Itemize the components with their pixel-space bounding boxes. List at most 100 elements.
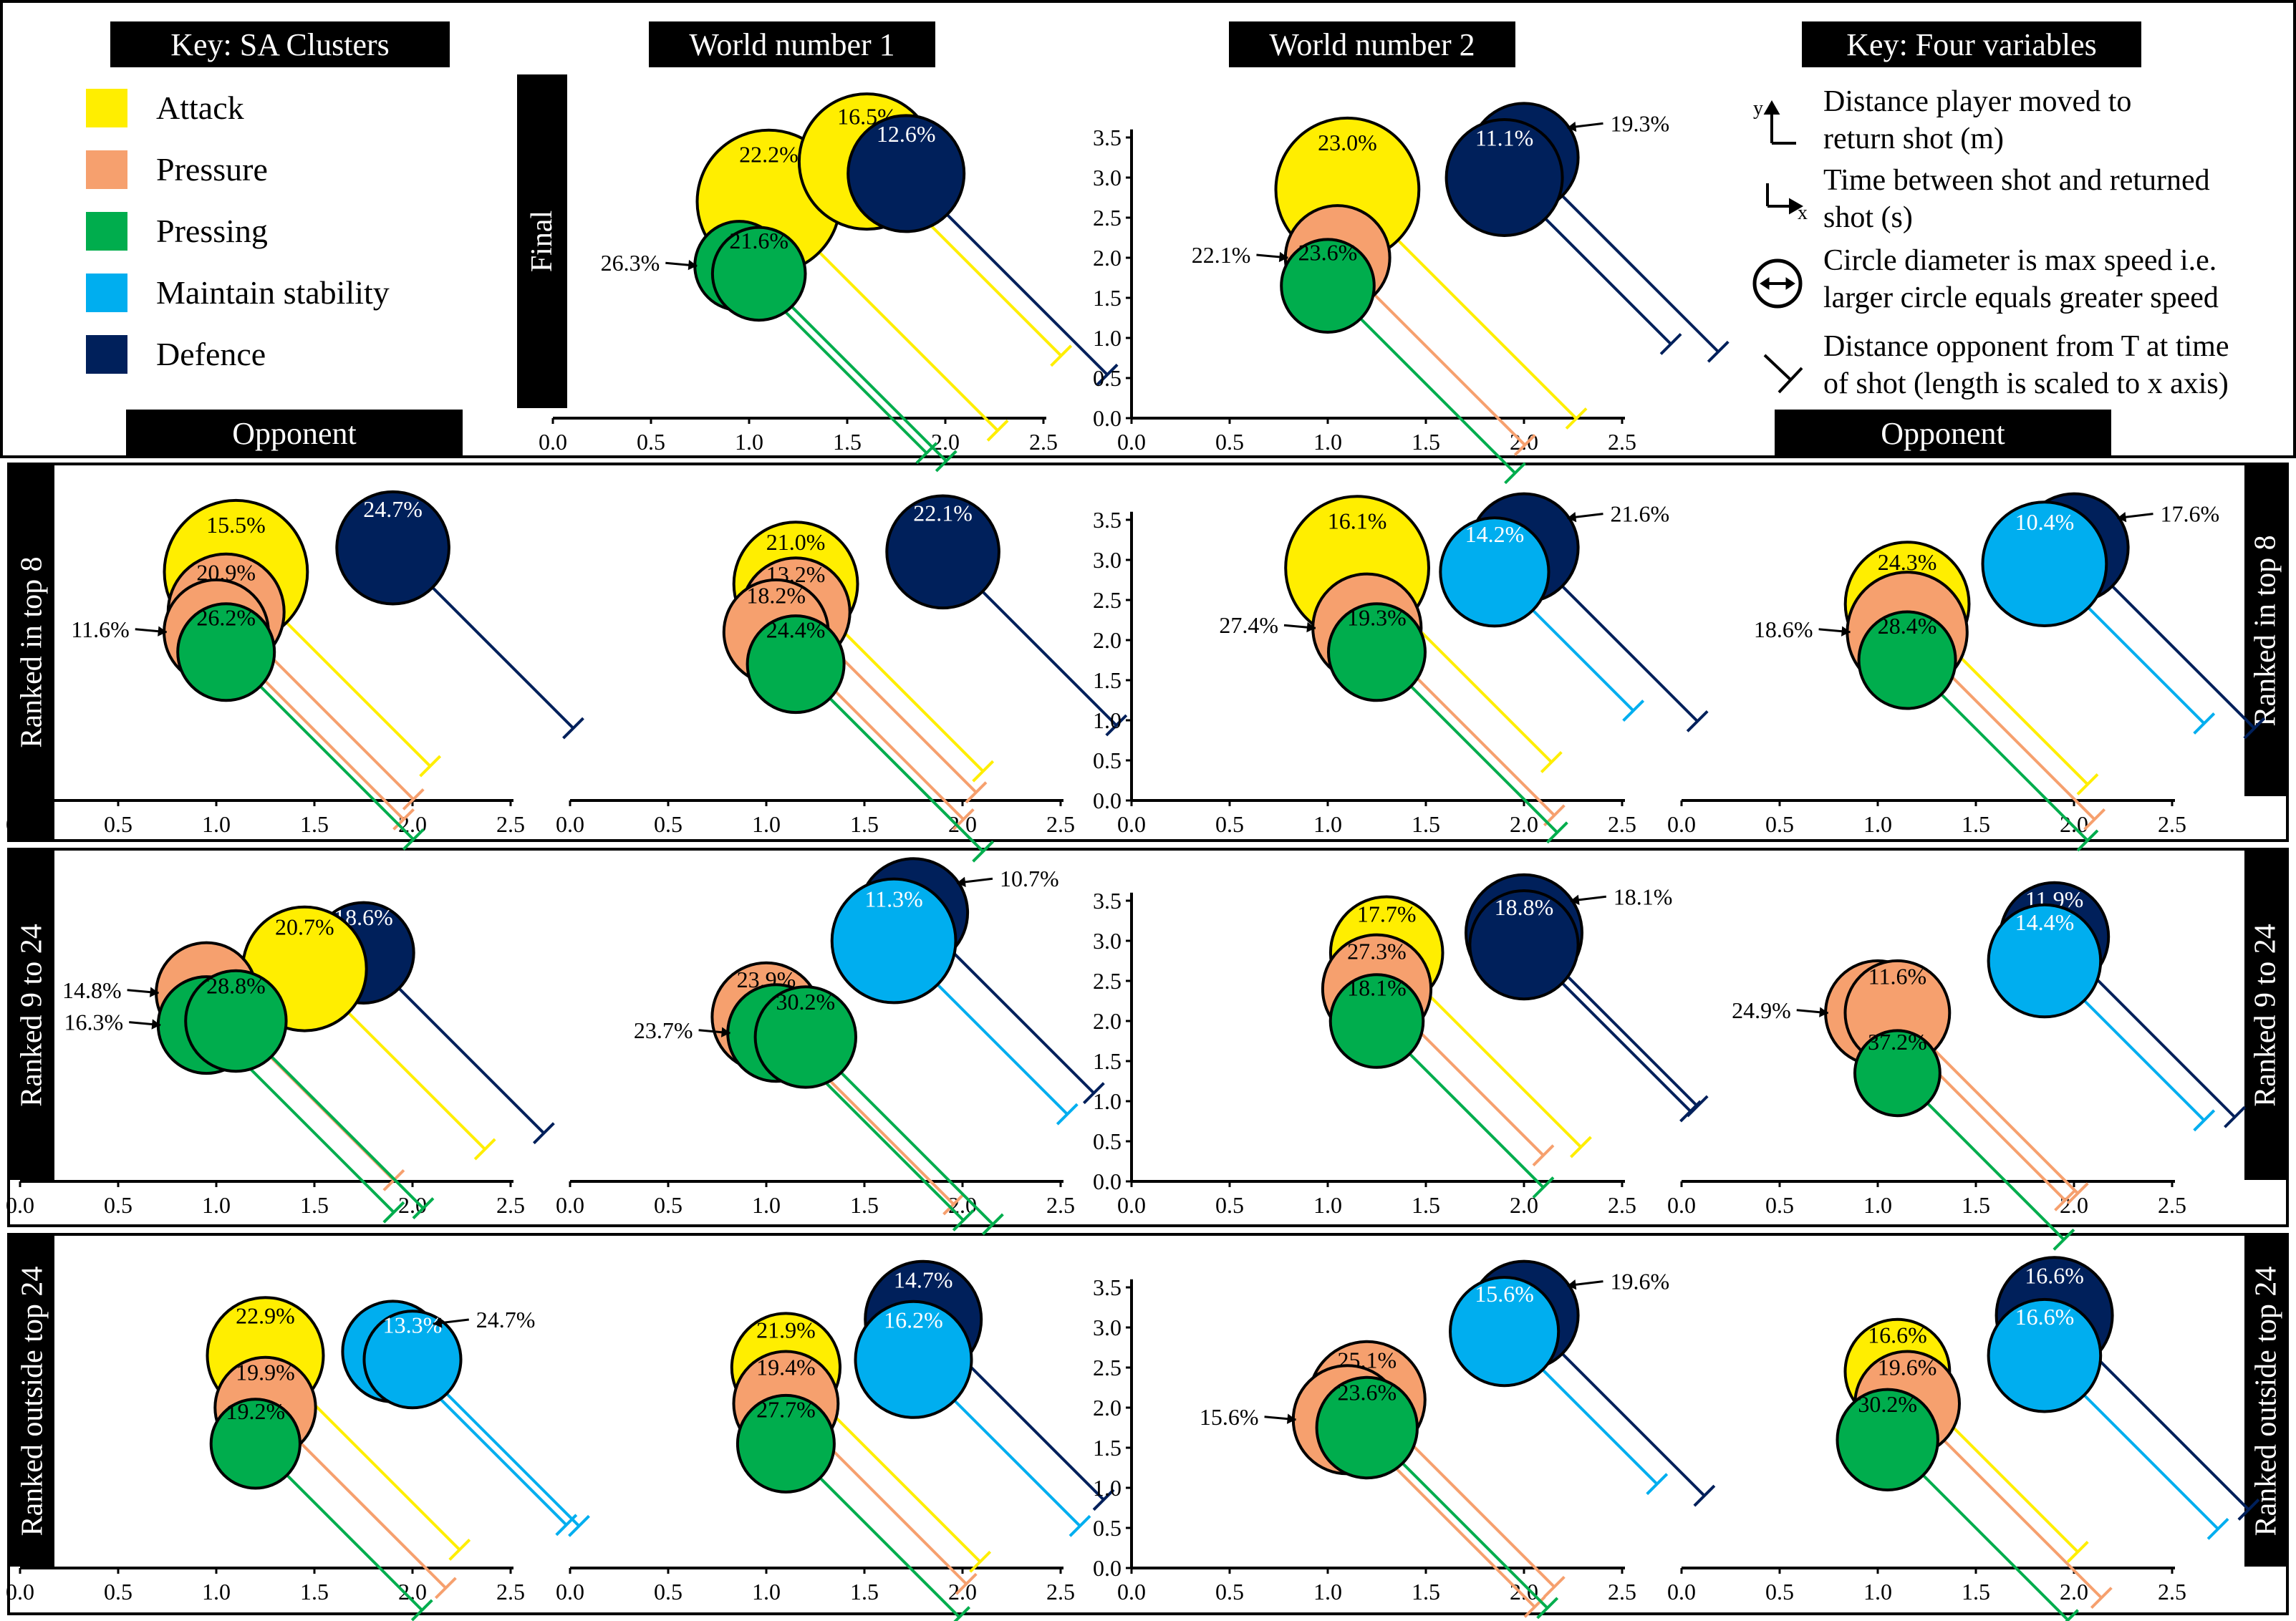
cluster-circle-maintain-stability bbox=[1449, 1276, 1561, 1388]
whisker-cap bbox=[2224, 1105, 2246, 1128]
y-tick-label: 0.5 bbox=[1093, 365, 1122, 391]
chart-top8_w2: 0.0 0.5 1.0 1.5 2.0 2.5 0.0 0.5 1.0 1.5 2.0 2.5 3.0 3… bbox=[1093, 492, 1709, 844]
y-tick-label: 1.0 bbox=[1093, 1088, 1122, 1114]
annotation-arrowhead bbox=[1278, 251, 1288, 263]
whisker-cap bbox=[2193, 1109, 2216, 1132]
cluster-percent-label: 28.4% bbox=[1878, 613, 1937, 639]
legend-swatch-defence bbox=[86, 335, 127, 374]
cluster-percent-label: 10.4% bbox=[2015, 509, 2075, 535]
var-key-y-l1: Distance player moved to bbox=[1823, 85, 2132, 118]
row-label-outside24-left: Ranked outside top 24 bbox=[10, 1236, 54, 1567]
opponent-right-header: Opponent bbox=[1775, 410, 2111, 457]
cluster-circle-pressing bbox=[184, 969, 288, 1073]
whisker-cap bbox=[1536, 1597, 1559, 1620]
x-tick-label: 0.0 bbox=[556, 1192, 584, 1218]
cluster-percent-label: 28.8% bbox=[206, 972, 266, 998]
y-tick-label: 1.5 bbox=[1093, 1435, 1122, 1461]
x-tick-label: 1.0 bbox=[202, 1192, 231, 1218]
whisker-cap bbox=[972, 760, 995, 783]
legend-label-pressing: Pressing bbox=[156, 213, 268, 249]
x-tick-label: 0.5 bbox=[1215, 429, 1244, 455]
key-vars-header: Key: Four variables bbox=[1802, 21, 2141, 67]
var-key-w-l2: of shot (length is scaled to x axis) bbox=[1823, 367, 2229, 400]
whisker-cap bbox=[448, 1539, 471, 1561]
whisker-cap bbox=[1565, 407, 1588, 430]
whisker-cap bbox=[942, 1193, 965, 1216]
whisker-cap bbox=[981, 1213, 1004, 1236]
opponent-left-header: Opponent bbox=[126, 410, 463, 457]
annotation-arrowhead bbox=[433, 1317, 443, 1328]
x-tick-label: 2.5 bbox=[1608, 429, 1636, 455]
cluster-percent-label: 11.6% bbox=[1868, 964, 1926, 989]
whisker-cap bbox=[2076, 829, 2099, 852]
x-tick-label: 1.5 bbox=[1962, 1192, 1990, 1218]
y-tick-label: 3.0 bbox=[1093, 547, 1122, 573]
x-tick-label: 0.5 bbox=[1215, 811, 1244, 837]
cluster-circle-maintain-stability bbox=[1981, 500, 2108, 627]
y-tick-label: 2.5 bbox=[1093, 968, 1122, 994]
y-axis-icon: y bbox=[1753, 97, 1796, 145]
x-tick-label: 2.5 bbox=[1608, 811, 1636, 837]
whisker-cap bbox=[1679, 1100, 1702, 1123]
x-tick-label: 1.0 bbox=[202, 811, 231, 837]
cluster-percent-label: 18.1% bbox=[1347, 974, 1407, 1000]
cluster-circle-pressing bbox=[1836, 1388, 1939, 1492]
x-tick-label: 0.0 bbox=[6, 811, 34, 837]
whisker-cap bbox=[2066, 1182, 2089, 1205]
cluster-percent-label: 21.0% bbox=[766, 529, 826, 555]
var-key-whisker: Distance opponent from T at time of shot … bbox=[1823, 328, 2229, 402]
whisker-cap bbox=[1543, 1575, 1566, 1598]
cluster-percent-label: 16.1% bbox=[1328, 508, 1387, 533]
cluster-percent-label: 13.3% bbox=[383, 1312, 443, 1338]
y-tick-label: 3.0 bbox=[1093, 165, 1122, 190]
cluster-percent-label: 24.4% bbox=[766, 616, 826, 642]
chart-out_opp2: 0.0 0.5 1.0 1.5 2.0 2.5 16.6% 16.6% 16.6% 19.6% 30… bbox=[1667, 1256, 2260, 1621]
x-tick-label: 2.5 bbox=[496, 1192, 525, 1218]
whisker-cap bbox=[402, 828, 425, 851]
annotation-arrowhead bbox=[1841, 626, 1851, 637]
var-key-diameter: Circle diameter is max speed i.e. larger … bbox=[1823, 242, 2219, 316]
cluster-percent-label: 27.7% bbox=[756, 1396, 816, 1422]
annotation-label: 24.7% bbox=[476, 1307, 536, 1332]
cluster-circle-pressing bbox=[1315, 1375, 1419, 1480]
annotation-label: 11.6% bbox=[71, 616, 129, 642]
x-tick-label: 0.5 bbox=[1765, 811, 1794, 837]
x-tick-label: 2.0 bbox=[398, 811, 427, 837]
whisker-cap bbox=[965, 781, 988, 804]
y-tick-label: 1.5 bbox=[1093, 1048, 1122, 1074]
annotation-label: 17.6% bbox=[2160, 501, 2219, 527]
annotation-label: 16.3% bbox=[64, 1010, 124, 1035]
whisker-cap bbox=[1092, 1489, 1115, 1511]
whisker-cap bbox=[972, 840, 995, 863]
annotation-label: 10.7% bbox=[1000, 866, 1059, 891]
annotation-label: 14.8% bbox=[62, 977, 122, 1003]
annotation-label: 22.1% bbox=[1192, 242, 1251, 268]
chart-top8_w1: 0.0 0.5 1.0 1.5 2.0 2.521.0%22.1%13.2%18.2%24… bbox=[556, 494, 1128, 863]
annotation-arrowhead bbox=[1306, 621, 1316, 633]
x-tick-label: 0.5 bbox=[104, 1579, 132, 1605]
whisker-cap bbox=[969, 1550, 992, 1573]
x-axis-icon: x bbox=[1766, 183, 1808, 224]
whisker-cap bbox=[419, 755, 442, 778]
legend-label-attack: Attack bbox=[156, 89, 244, 126]
x-tick-label: 1.5 bbox=[1412, 1579, 1440, 1605]
annotation-arrowhead bbox=[1286, 1413, 1296, 1424]
x-tick-label: 1.5 bbox=[1962, 811, 1990, 837]
whisker-cap bbox=[1082, 1082, 1105, 1105]
whisker-cap bbox=[410, 1599, 433, 1621]
x-tick-label: 0.0 bbox=[556, 811, 584, 837]
cluster-percent-label: 22.2% bbox=[739, 142, 799, 168]
y-tick-label: 1.0 bbox=[1093, 707, 1122, 733]
annotation-arrowhead bbox=[1567, 121, 1577, 132]
y-tick-label: 2.0 bbox=[1093, 1008, 1122, 1034]
y-tick-label: 0.0 bbox=[1093, 405, 1122, 431]
annotation-label: 24.9% bbox=[1732, 997, 1791, 1023]
whisker-cap bbox=[935, 450, 958, 473]
x-tick-label: 2.5 bbox=[2158, 1579, 2186, 1605]
x-tick-label: 1.5 bbox=[850, 811, 879, 837]
whisker-cap bbox=[412, 1197, 435, 1219]
row-label-9to24-left: Ranked 9 to 24 bbox=[10, 851, 54, 1180]
whisker-cap bbox=[568, 1514, 590, 1537]
x-tick-label: 2.5 bbox=[1046, 1579, 1075, 1605]
whisker-cap bbox=[2054, 1189, 2076, 1211]
